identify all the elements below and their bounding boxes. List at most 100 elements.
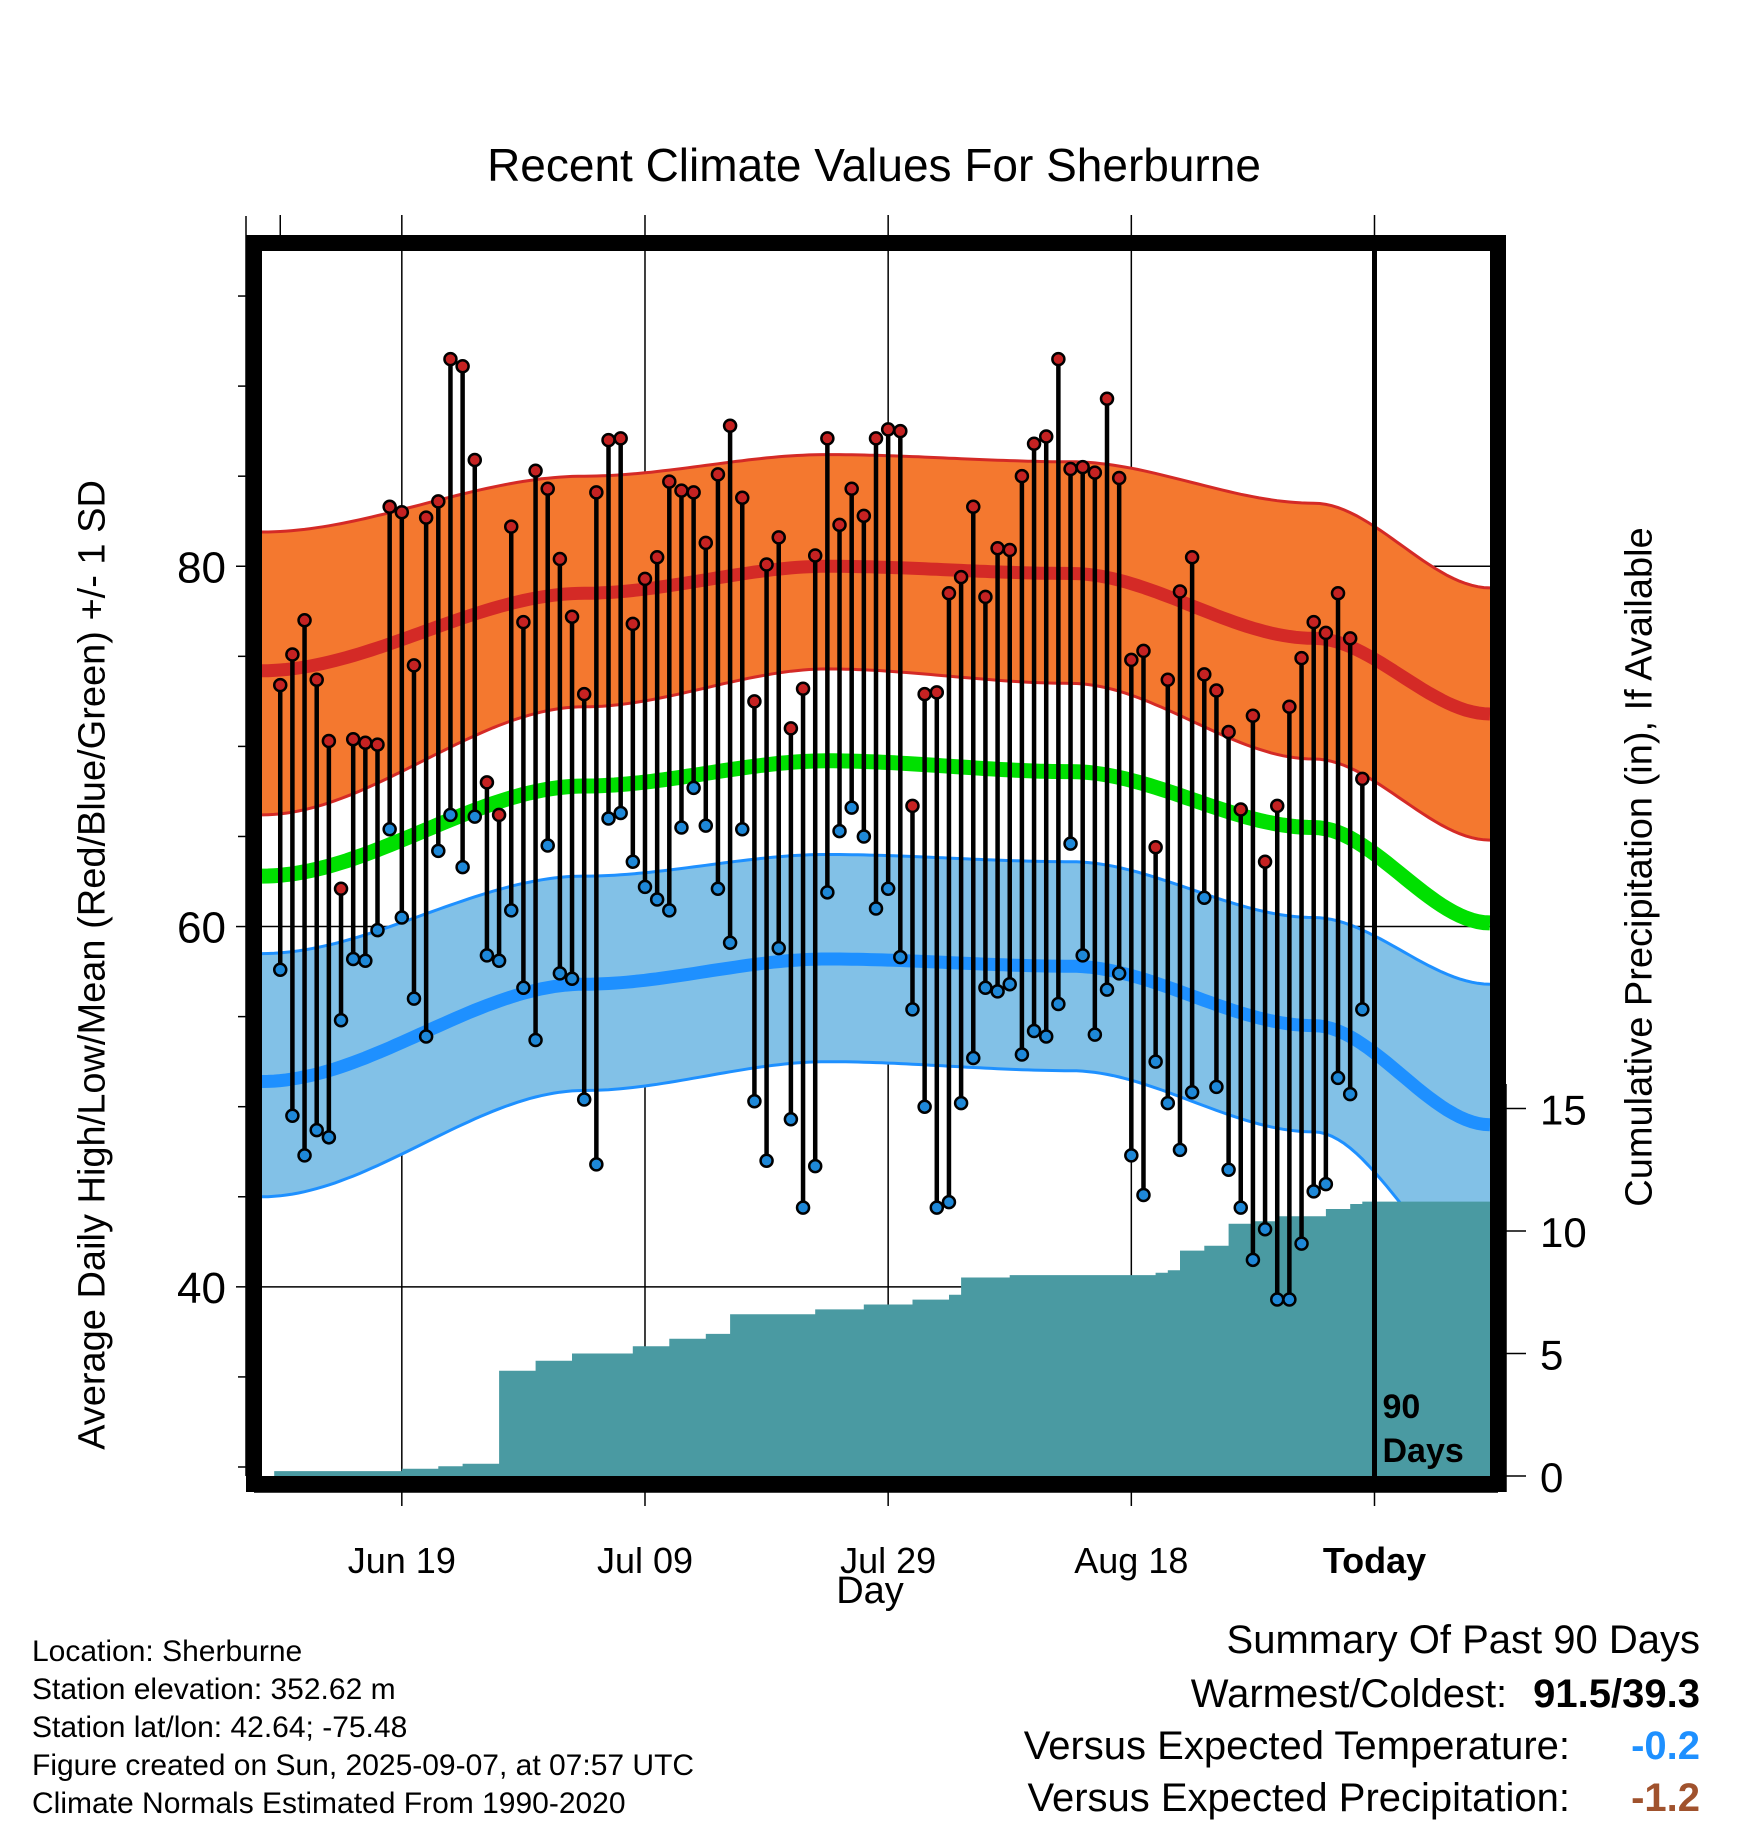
low-point — [1184, 1085, 1200, 1100]
high-point — [1075, 459, 1090, 475]
high-point — [625, 616, 641, 632]
summary-temp-row: Versus Expected Temperature: -0.2 — [1024, 1724, 1700, 1769]
low-point — [905, 1002, 920, 1017]
high-point — [1209, 683, 1224, 698]
axes: 40 60 80 Jun 19 Jul 09 Jul 29 Aug 18 Today 0 5 10 1… — [177, 215, 1587, 1581]
low-point — [929, 1200, 945, 1215]
today-label-line1: 90 — [1382, 1388, 1420, 1426]
low-point — [1038, 1029, 1054, 1044]
high-point — [1257, 854, 1273, 869]
low-point — [418, 1029, 434, 1044]
high-point — [443, 351, 458, 367]
high-point — [1245, 708, 1261, 724]
high-point — [528, 463, 543, 479]
low-point — [795, 1200, 811, 1215]
low-point — [1014, 1047, 1030, 1062]
high-point — [431, 494, 446, 509]
low-point — [1026, 1023, 1042, 1039]
low-point — [1342, 1086, 1358, 1102]
low-point — [1306, 1184, 1321, 1199]
high-point — [1269, 798, 1285, 814]
high-point — [917, 686, 932, 702]
low-point — [1355, 1002, 1370, 1017]
low-point — [686, 780, 701, 796]
high-point — [1111, 470, 1127, 486]
low-point — [503, 903, 519, 918]
high-point — [613, 431, 628, 446]
low-point — [820, 885, 835, 900]
high-point — [589, 485, 604, 500]
x-axis-label: Day — [836, 1570, 904, 1612]
high-point — [941, 586, 957, 601]
low-point — [309, 1122, 324, 1138]
low-point — [966, 1050, 981, 1066]
high-point — [418, 510, 434, 525]
high-point — [807, 548, 823, 563]
high-point — [698, 535, 714, 551]
chart-title: Recent Climate Values For Sherburne — [487, 139, 1261, 191]
high-point — [674, 483, 689, 498]
high-point — [370, 737, 385, 752]
low-point — [893, 949, 908, 965]
high-point — [978, 589, 993, 605]
high-point — [601, 432, 616, 448]
high-point — [503, 519, 519, 534]
high-point — [479, 775, 495, 790]
low-point — [722, 935, 738, 951]
high-point — [844, 481, 859, 497]
high-point — [1002, 542, 1017, 558]
high-point — [1355, 771, 1370, 787]
high-point — [345, 731, 361, 747]
low-point — [394, 910, 410, 925]
high-point — [686, 485, 701, 500]
high-point — [1087, 465, 1103, 480]
low-point — [285, 1108, 300, 1123]
plot-frame: 90 Days — [246, 235, 1506, 1492]
low-sd-band — [262, 854, 1490, 1278]
low-point — [1124, 1148, 1139, 1163]
low-point — [564, 971, 580, 987]
high-point — [406, 658, 422, 673]
high-point — [285, 647, 300, 662]
high-point — [1051, 351, 1066, 367]
low-point — [1160, 1095, 1176, 1111]
low-point — [1148, 1054, 1163, 1069]
y-axis-label: Average Daily High/Low/Mean (Red/Blue/Gr… — [71, 480, 114, 1450]
y2-axis-label: Cumulative Precipitation (in), If Availa… — [1618, 527, 1661, 1207]
summary-temp-value: -0.2 — [1631, 1724, 1700, 1768]
high-point — [649, 550, 665, 565]
low-point — [1075, 948, 1090, 963]
low-point — [990, 984, 1005, 999]
plot-border — [246, 235, 1506, 1492]
y2-tick-label: 0 — [1540, 1454, 1563, 1501]
high-point — [1184, 550, 1200, 565]
high-point — [747, 694, 762, 709]
low-point — [625, 854, 641, 869]
high-point — [1099, 391, 1115, 406]
low-point — [1269, 1292, 1285, 1307]
low-point — [868, 901, 884, 916]
location-text: Location: Sherburne — [32, 1635, 303, 1668]
low-point — [491, 953, 507, 969]
high-point — [1038, 429, 1054, 444]
high-point — [540, 481, 555, 497]
high-point — [1294, 650, 1309, 666]
high-point — [455, 359, 470, 374]
created-text: Figure created on Sun, 2025-09-07, at 07… — [32, 1749, 695, 1782]
high-point — [820, 431, 835, 446]
low-point — [358, 953, 373, 969]
low-point — [601, 811, 616, 826]
high-point — [1233, 802, 1249, 817]
low-point — [406, 991, 422, 1006]
high-point — [333, 881, 349, 896]
high-point — [491, 807, 507, 823]
low-point — [1245, 1252, 1261, 1268]
high-point — [1197, 667, 1212, 682]
high-point — [966, 499, 981, 515]
x-tick-label: Aug 18 — [1074, 1540, 1188, 1581]
high-point — [1148, 840, 1163, 855]
low-point — [832, 823, 847, 839]
low-point — [1051, 996, 1066, 1012]
high-point — [394, 504, 410, 520]
